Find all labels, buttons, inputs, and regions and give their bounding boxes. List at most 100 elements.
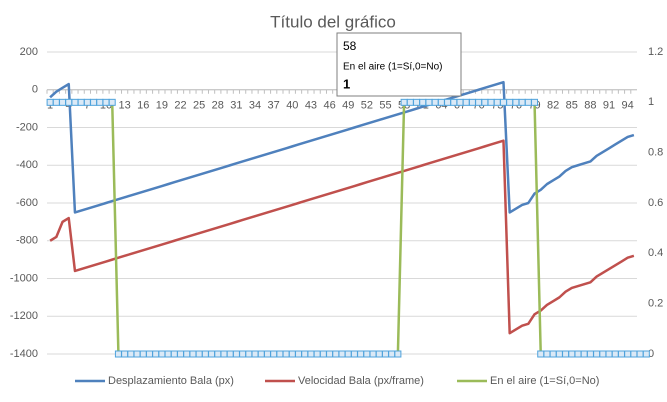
x-tick-label: 46: [323, 100, 335, 112]
legend-label: Desplazamiento Bala (px): [108, 375, 234, 387]
marker: [506, 98, 514, 106]
tooltip-series: En el aire (1=Sí,0=No): [343, 62, 443, 73]
marker: [568, 350, 576, 358]
y2-tick-label: 0.4: [648, 247, 663, 259]
marker: [208, 350, 216, 358]
marker: [481, 98, 489, 106]
marker: [381, 350, 389, 358]
y2-tick-label: 0: [648, 348, 654, 360]
marker: [394, 350, 402, 358]
marker: [145, 350, 153, 358]
marker: [425, 98, 433, 106]
marker: [630, 350, 638, 358]
marker: [121, 350, 129, 358]
series-line: [49, 139, 635, 335]
marker: [599, 350, 607, 358]
x-tick-label: 82: [547, 100, 559, 112]
x-tick-label: 91: [603, 100, 615, 112]
marker: [313, 350, 321, 358]
marker: [468, 98, 476, 106]
marker: [456, 98, 464, 106]
marker: [83, 98, 91, 106]
marker: [201, 350, 209, 358]
marker: [301, 350, 309, 358]
x-tick-label: 88: [584, 100, 596, 112]
legend-label: En el aire (1=Sí,0=No): [490, 375, 599, 387]
marker: [624, 350, 632, 358]
marker: [338, 350, 346, 358]
marker: [549, 350, 557, 358]
x-tick-label: 13: [119, 100, 131, 112]
marker: [388, 350, 396, 358]
marker: [344, 350, 352, 358]
marker: [450, 98, 458, 106]
marker: [139, 350, 147, 358]
marker: [152, 350, 160, 358]
marker: [332, 350, 340, 358]
marker: [462, 98, 470, 106]
x-tick-label: 19: [156, 100, 168, 112]
x-tick-label: 85: [566, 100, 578, 112]
tooltip-value: 1: [343, 76, 350, 91]
marker: [183, 350, 191, 358]
marker: [177, 350, 185, 358]
marker: [574, 350, 582, 358]
marker: [580, 350, 588, 358]
x-tick-label: 31: [230, 100, 242, 112]
marker: [518, 98, 526, 106]
marker: [108, 98, 116, 106]
marker: [350, 350, 358, 358]
marker: [232, 350, 240, 358]
marker: [245, 350, 253, 358]
x-tick-label: 55: [379, 100, 391, 112]
marker: [512, 98, 520, 106]
marker: [611, 350, 619, 358]
marker: [400, 98, 408, 106]
marker: [239, 350, 247, 358]
y-tick-label: 200: [20, 46, 38, 58]
marker: [77, 98, 85, 106]
marker: [562, 350, 570, 358]
marker: [270, 350, 278, 358]
y-tick-label: -400: [16, 159, 38, 171]
y-tick-label: -1200: [10, 310, 38, 322]
marker: [96, 98, 104, 106]
marker: [65, 98, 73, 106]
y-tick-label: -1400: [10, 348, 38, 360]
x-tick-label: 40: [286, 100, 298, 112]
marker: [605, 350, 613, 358]
marker: [636, 350, 644, 358]
marker: [487, 98, 495, 106]
marker: [431, 98, 439, 106]
y2-tick-label: 1: [648, 96, 654, 108]
legend-label: Velocidad Bala (px/frame): [298, 375, 424, 387]
marker: [263, 350, 271, 358]
marker: [444, 98, 452, 106]
marker: [226, 350, 234, 358]
marker: [257, 350, 265, 358]
marker: [276, 350, 284, 358]
marker: [537, 350, 545, 358]
marker: [319, 350, 327, 358]
marker: [326, 350, 334, 358]
marker: [555, 350, 563, 358]
marker: [419, 98, 427, 106]
tooltip: 58 En el aire (1=Sí,0=No) 1: [336, 32, 462, 97]
x-tick-label: 52: [361, 100, 373, 112]
tooltip-category: 58: [343, 39, 357, 53]
marker: [71, 98, 79, 106]
y2-tick-label: 0.6: [648, 197, 663, 209]
y-tick-label: -600: [16, 197, 38, 209]
x-tick-label: 28: [212, 100, 224, 112]
marker: [127, 350, 135, 358]
marker: [288, 350, 296, 358]
x-tick-label: 43: [305, 100, 317, 112]
marker: [593, 350, 601, 358]
y2-tick-label: 0.2: [648, 298, 663, 310]
plot-area: -1400 -1200 -1000 -800 -600 -400 -200 0 200 0 0.2 0…: [10, 46, 663, 387]
marker: [475, 98, 483, 106]
marker: [251, 350, 259, 358]
marker: [195, 350, 203, 358]
